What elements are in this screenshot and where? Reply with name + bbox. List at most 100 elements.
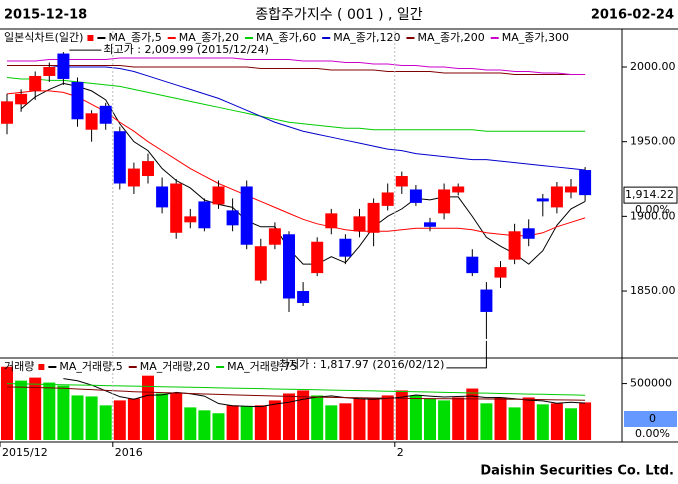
annotation-arrow	[446, 340, 487, 369]
legend-title: 거래량	[4, 360, 34, 373]
candle-body	[1, 101, 13, 124]
ma-line	[7, 65, 586, 75]
end-date: 2016-02-24	[591, 8, 674, 23]
ma-line	[6, 383, 586, 396]
annotation: 최저가 : 1,817.97 (2016/02/12)	[279, 358, 445, 371]
legend-entry: MA_종가,200	[417, 31, 484, 44]
ma-line	[7, 57, 586, 75]
volume-bar	[184, 407, 197, 440]
candle-body	[142, 161, 154, 177]
volume-bar	[71, 395, 84, 440]
candle-body	[29, 75, 42, 91]
ma-line	[63, 378, 586, 408]
y-tick-label: 1900.00	[630, 209, 676, 222]
legend-entry: MA_거래량,5	[59, 360, 122, 373]
volume-bar	[565, 408, 577, 440]
volume-bar	[494, 397, 507, 440]
price-change: 0.00%	[635, 203, 670, 216]
volume-bar	[367, 398, 380, 440]
volume-bar	[15, 380, 28, 440]
candle-body	[438, 189, 451, 214]
candle-body	[184, 216, 197, 223]
y-tick-label: 1850.00	[630, 284, 676, 297]
legend-entry: MA_종가,300	[502, 31, 569, 44]
candle-body	[57, 53, 70, 79]
candle-body	[339, 238, 352, 257]
legend-entry: MA_종가,120	[333, 31, 400, 44]
x-tick-label: 2	[397, 446, 404, 459]
volume-bar	[550, 403, 563, 440]
volume-bar	[311, 395, 324, 440]
chart-title: 종합주가지수 ( 001 ) , 일간	[255, 7, 423, 23]
candle-body	[579, 170, 592, 196]
candle-body	[565, 186, 577, 193]
legend-entry: MA_종가,20	[179, 31, 239, 44]
volume-bar	[339, 403, 352, 440]
volume-bar	[113, 400, 126, 440]
annotation: 최고가 : 2,009.99 (2015/12/24)	[103, 43, 269, 56]
legend-marker	[87, 35, 94, 41]
candle-body	[127, 168, 140, 187]
candle-body	[15, 93, 28, 105]
volume-bar	[198, 410, 211, 440]
candle-body	[409, 189, 422, 203]
candle-body	[466, 256, 479, 274]
volume-bar	[353, 398, 366, 440]
candle-body	[522, 228, 535, 239]
volume-bar	[43, 382, 56, 440]
candle-body	[170, 183, 183, 233]
volume-bar	[438, 400, 451, 440]
volume-bar	[127, 398, 140, 440]
volume-bar	[466, 388, 479, 440]
candle-body	[311, 241, 324, 274]
legend-title: 일본식차트(일간)	[4, 30, 83, 44]
candle-body	[212, 186, 225, 205]
candle-body	[325, 213, 338, 229]
volume-bar	[142, 375, 154, 440]
legend-entry: MA_종가,60	[256, 31, 316, 44]
volume-bar	[508, 407, 521, 440]
candle-body	[550, 186, 563, 208]
y-tick-label: 2000.00	[630, 60, 676, 73]
ma-line	[6, 76, 586, 132]
candle-body	[156, 186, 169, 208]
volume-bar	[1, 366, 13, 440]
volume-bar	[325, 405, 338, 440]
candle-body	[71, 81, 84, 120]
candle-body	[452, 186, 465, 193]
candle-body	[395, 176, 408, 187]
volume-bar	[99, 405, 112, 440]
candle-body	[85, 113, 98, 130]
volume-last: 0	[649, 412, 656, 425]
candle-body	[367, 202, 380, 233]
candle-body	[226, 210, 239, 226]
candle-body	[536, 198, 549, 202]
volume-bar	[409, 395, 422, 440]
y-tick-label: 500000	[630, 377, 672, 390]
volume-bar	[536, 404, 549, 440]
candle-body	[508, 231, 521, 260]
candle-body	[240, 186, 253, 245]
volume-bar	[480, 403, 493, 440]
volume-bar	[381, 395, 394, 440]
volume-bar	[424, 398, 436, 440]
volume-bar	[85, 396, 98, 440]
last-price-box	[623, 186, 678, 204]
candle-body	[43, 66, 56, 76]
volume-bar	[212, 413, 225, 440]
candle-body	[494, 267, 507, 278]
volume-bar	[452, 397, 465, 440]
candle-body	[297, 291, 310, 303]
x-tick-label: 2015/12	[2, 446, 48, 459]
volume-bar	[240, 406, 253, 440]
legend-entry: MA_거래량,75	[227, 360, 297, 373]
volume-bar	[226, 405, 239, 440]
start-date: 2015-12-18	[4, 8, 87, 23]
candle-body	[254, 246, 267, 281]
candle-body	[353, 216, 366, 232]
volume-bar	[170, 393, 183, 440]
volume-bar	[283, 393, 295, 440]
candle-body	[480, 289, 493, 312]
volume-bar	[579, 402, 592, 440]
candle-body	[99, 105, 112, 124]
